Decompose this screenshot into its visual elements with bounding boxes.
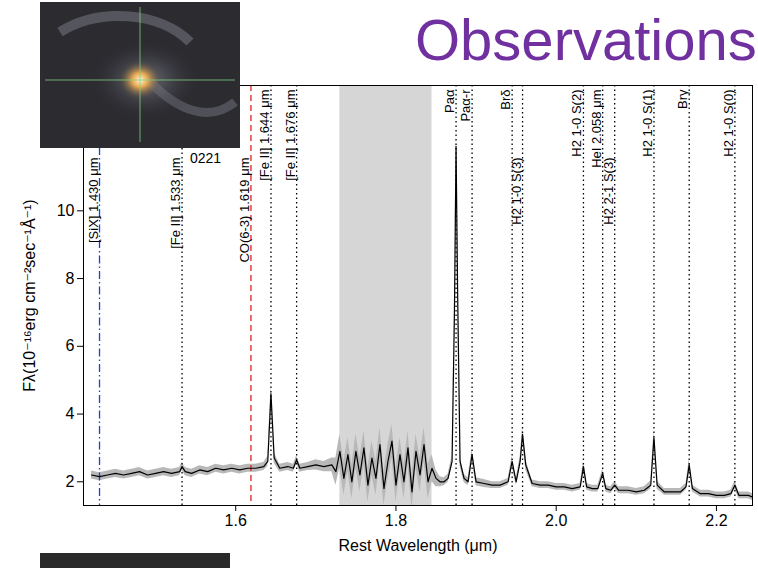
svg-text:HeI 2.058 μm: HeI 2.058 μm	[589, 90, 604, 168]
svg-text:Rest Wavelength (μm): Rest Wavelength (μm)	[339, 537, 498, 554]
svg-text:2.2: 2.2	[705, 512, 727, 529]
svg-text:CO(6-3) 1.619 μm: CO(6-3) 1.619 μm	[237, 158, 252, 263]
svg-text:H2 1-0 S(2): H2 1-0 S(2)	[569, 90, 584, 157]
svg-text:[Fe II] 1.676 μm: [Fe II] 1.676 μm	[283, 90, 298, 181]
svg-text:[SiX] 1.430 μm: [SiX] 1.430 μm	[86, 158, 101, 244]
svg-text:1.6: 1.6	[225, 512, 247, 529]
svg-text:H2 2-1 S(3): H2 2-1 S(3)	[601, 158, 616, 225]
svg-text:Paα: Paα	[442, 89, 457, 113]
svg-text:1.8: 1.8	[385, 512, 407, 529]
svg-text:H2 1-0 S(0): H2 1-0 S(0)	[721, 90, 736, 157]
html-text:Observations: Observations	[415, 7, 757, 72]
svg-text:2: 2	[66, 473, 75, 490]
svg-text:Fλ(10⁻¹⁶erg cm⁻²sec⁻¹Å⁻¹): Fλ(10⁻¹⁶erg cm⁻²sec⁻¹Å⁻¹)	[20, 199, 38, 391]
svg-text:Brδ: Brδ	[498, 90, 513, 110]
svg-text:4: 4	[66, 405, 75, 422]
svg-text:H2 1-0 S(1): H2 1-0 S(1)	[640, 90, 655, 157]
svg-text:H2 1-0 S(3): H2 1-0 S(3)	[509, 158, 524, 225]
svg-text:2.0: 2.0	[545, 512, 567, 529]
svg-text:[Fe II] 1.533 μm: [Fe II] 1.533 μm	[168, 158, 183, 249]
svg-text:10: 10	[57, 202, 75, 219]
svg-text:Brγ: Brγ	[675, 89, 690, 109]
svg-text:8: 8	[66, 270, 75, 287]
html-text:0221: 0221	[190, 150, 222, 166]
svg-text:6: 6	[66, 337, 75, 354]
svg-text:[Fe II] 1.644 μm: [Fe II] 1.644 μm	[257, 90, 272, 181]
svg-text:Paα-r: Paα-r	[458, 89, 473, 122]
